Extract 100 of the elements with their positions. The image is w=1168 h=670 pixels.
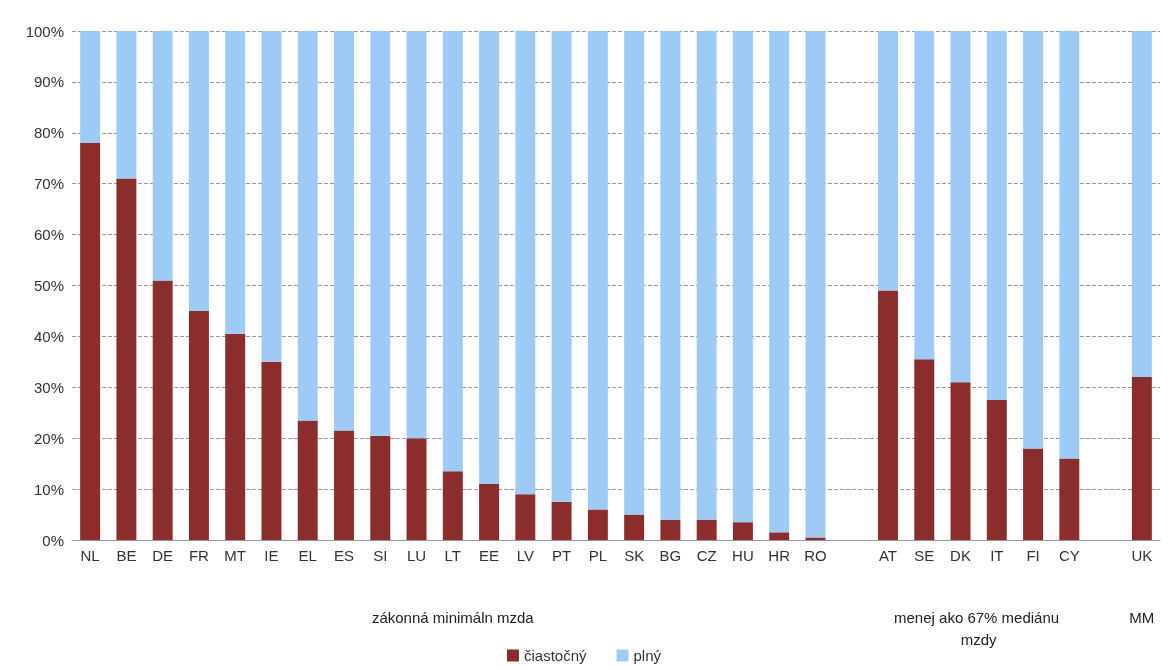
bar [950,31,971,383]
bar [986,31,1007,401]
bar [297,420,318,540]
bar [805,537,826,540]
x-tick-label: FI [1026,547,1040,564]
x-tick-label: PL [588,547,608,564]
x-tick-label: IE [264,547,279,564]
y-tick-label: 10% [33,480,64,498]
x-tick-label: LU [406,547,427,564]
x-tick-label: IT [990,547,1004,564]
y-tick-label: 20% [33,429,64,447]
bar [587,31,608,510]
bar [116,31,137,179]
y-tick-label: 70% [33,175,64,193]
x-tick-label: NL [80,547,100,564]
bar [624,31,645,515]
y-tick-label: 90% [33,73,64,91]
bar [188,310,209,540]
y-tick-label: 0% [42,531,64,549]
text: zákonná minimáln mzda [371,608,535,626]
y-tick-label: 60% [33,226,64,244]
bar [225,333,246,540]
bar [1023,448,1044,540]
bar [732,522,753,540]
x-tick-label: ES [333,547,355,564]
bar [769,31,790,533]
bar [261,31,282,362]
y-tick-label: 100% [25,22,64,40]
bar [551,31,572,502]
bar [878,31,898,291]
x-tick-label: PT [552,547,572,564]
legend-label: plný [633,647,662,664]
x-tick-label: HR [768,547,791,564]
x-tick-label: DE [152,547,174,564]
bar [1131,377,1152,540]
x-tick-label: DK [950,547,971,564]
x-tick-label: SI [373,547,388,564]
bar [442,471,463,540]
bar [80,31,101,143]
bar [1059,31,1080,459]
bar [660,31,681,520]
bar [914,31,935,360]
bar [1023,31,1044,449]
x-tick-label: BG [659,547,682,564]
bar [406,31,427,439]
bar [370,435,391,540]
bar [696,31,717,520]
y-tick-label: 80% [33,124,64,142]
bar [334,430,354,540]
x-tick-label: CZ [696,547,717,564]
bar [225,31,246,334]
bar [188,31,209,311]
bar [442,31,463,472]
bar [551,501,572,540]
y-tick-label: 30% [33,378,64,396]
bar [515,31,536,495]
x-tick-label: EL [298,547,317,564]
bar [515,494,536,540]
x-tick-label: CY [1058,547,1080,564]
x-tick-label: LV [516,547,534,564]
bar [370,31,391,436]
x-tick-label: SK [624,547,645,564]
bar [878,290,898,540]
bar [80,142,101,540]
bar [732,31,753,523]
bar [1059,458,1080,540]
bar [479,484,500,540]
bar [116,178,137,540]
bar [261,361,282,540]
bar [696,519,717,540]
x-tick-label: LT [444,547,461,564]
bar [587,509,608,540]
bar [297,31,318,421]
bar [950,382,971,540]
x-tick-label: HU [732,547,754,564]
text: menej ako 67% mediánu mzdy [894,608,1064,648]
bar [624,514,645,540]
x-tick-label: FR [188,547,210,564]
bar [152,280,173,540]
x-tick-label: EE [479,547,500,564]
bar [479,31,500,485]
x-tick-label: MT [224,547,247,564]
y-tick-label: 50% [33,277,64,294]
x-tick-label: BE [116,547,137,564]
bar [406,438,427,540]
legend-label: čiastočný [523,647,587,664]
y-tick-label: 40% [33,327,64,345]
x-tick-label: SE [914,547,935,564]
x-tick-label: UK [1131,547,1153,564]
bar [805,31,826,538]
bar [914,359,935,540]
text: MM [1129,608,1155,626]
bar [986,400,1007,540]
bar [660,519,681,540]
bar [334,31,354,431]
x-tick-label: AT [878,547,898,564]
bar [152,31,173,281]
x-tick-label: RO [804,547,827,564]
bar [1131,31,1152,378]
bar [769,532,790,540]
